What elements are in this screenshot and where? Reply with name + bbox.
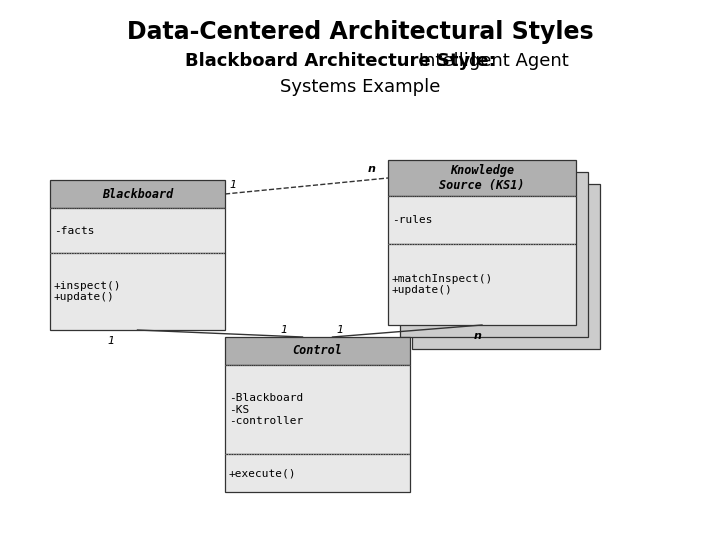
Bar <box>388 196 576 244</box>
Text: -rules: -rules <box>392 215 433 225</box>
Text: +inspect()
+update(): +inspect() +update() <box>54 281 122 302</box>
Bar <box>225 337 410 365</box>
Text: +matchInspect()
+update(): +matchInspect() +update() <box>392 274 493 295</box>
Text: Blackboard Architecture Style:: Blackboard Architecture Style: <box>185 52 495 70</box>
Bar <box>225 365 410 455</box>
Bar <box>50 253 225 330</box>
Text: 1: 1 <box>281 325 287 335</box>
Bar <box>50 208 225 253</box>
Text: Knowledge
Source (KS1): Knowledge Source (KS1) <box>439 164 525 192</box>
Text: +execute(): +execute() <box>229 468 297 478</box>
Text: Data-Centered Architectural Styles: Data-Centered Architectural Styles <box>127 20 593 44</box>
Text: 1: 1 <box>229 180 236 190</box>
Text: 1: 1 <box>336 325 343 335</box>
Bar <box>388 160 576 196</box>
Text: Blackboard Architecture Style: Intelligent Agent: Blackboard Architecture Style: Intellige… <box>145 52 575 70</box>
Text: 1: 1 <box>107 336 114 346</box>
Text: n: n <box>368 164 376 174</box>
Text: n: n <box>474 331 482 341</box>
Text: Control: Control <box>292 345 343 357</box>
Bar <box>50 180 225 208</box>
Text: Systems Example: Systems Example <box>280 78 440 96</box>
Text: -Blackboard
-KS
-controller: -Blackboard -KS -controller <box>229 393 303 427</box>
Text: -facts: -facts <box>54 226 94 235</box>
Bar <box>412 184 600 349</box>
Text: Intelligent Agent: Intelligent Agent <box>413 52 569 70</box>
Bar <box>400 172 588 337</box>
Text: Blackboard: Blackboard <box>102 187 173 200</box>
Bar <box>225 455 410 492</box>
Bar <box>388 244 576 325</box>
